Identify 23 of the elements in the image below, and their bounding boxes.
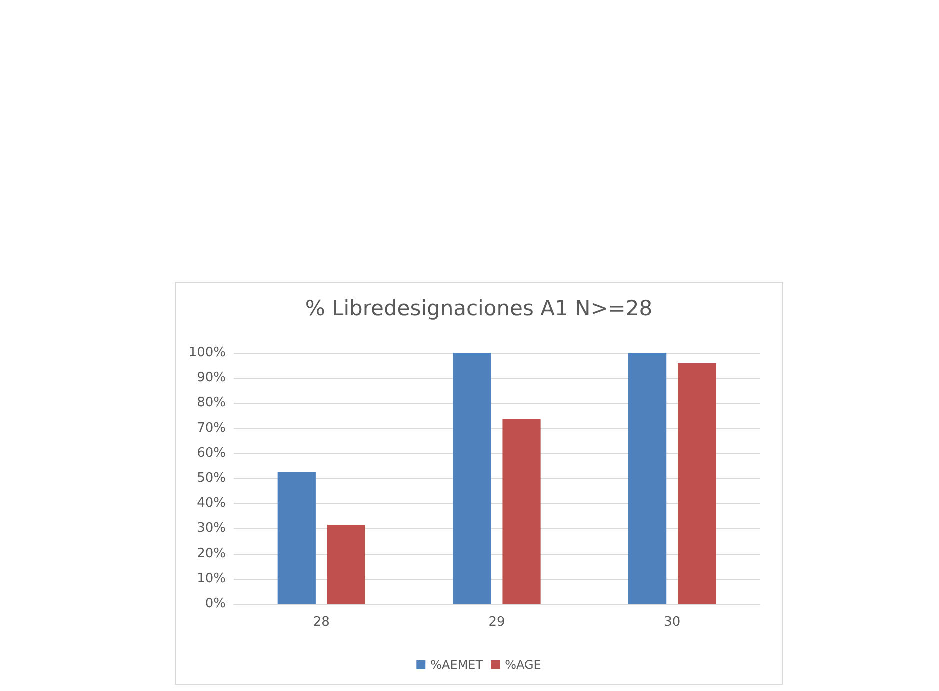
y-tick-label: 20% bbox=[197, 546, 226, 562]
y-tick-label: 30% bbox=[197, 521, 226, 536]
legend-label: %AEMET bbox=[430, 658, 484, 672]
y-tick-label: 100% bbox=[188, 346, 226, 360]
y-tick-label: 80% bbox=[197, 396, 226, 411]
y-tick-label: 10% bbox=[197, 571, 226, 586]
bar bbox=[502, 419, 541, 604]
x-tick-label: 29 bbox=[488, 615, 506, 630]
bar bbox=[628, 353, 667, 604]
y-tick-label: 0% bbox=[205, 596, 226, 612]
legend-label: %AGE bbox=[505, 658, 542, 672]
chart-title: % Libredesignaciones A1 N>=28 bbox=[305, 296, 653, 320]
bar bbox=[453, 353, 492, 604]
y-tick-label: 60% bbox=[197, 446, 226, 461]
y-tick-label: 50% bbox=[197, 471, 226, 486]
y-tick-label: 90% bbox=[197, 370, 226, 386]
bar bbox=[278, 472, 316, 604]
y-tick-label: 40% bbox=[197, 496, 226, 512]
bar bbox=[678, 364, 716, 604]
bar bbox=[327, 525, 366, 604]
x-tick-label: 28 bbox=[313, 615, 330, 630]
x-tick-label: 30 bbox=[664, 615, 681, 630]
y-tick-label: 70% bbox=[197, 420, 226, 436]
